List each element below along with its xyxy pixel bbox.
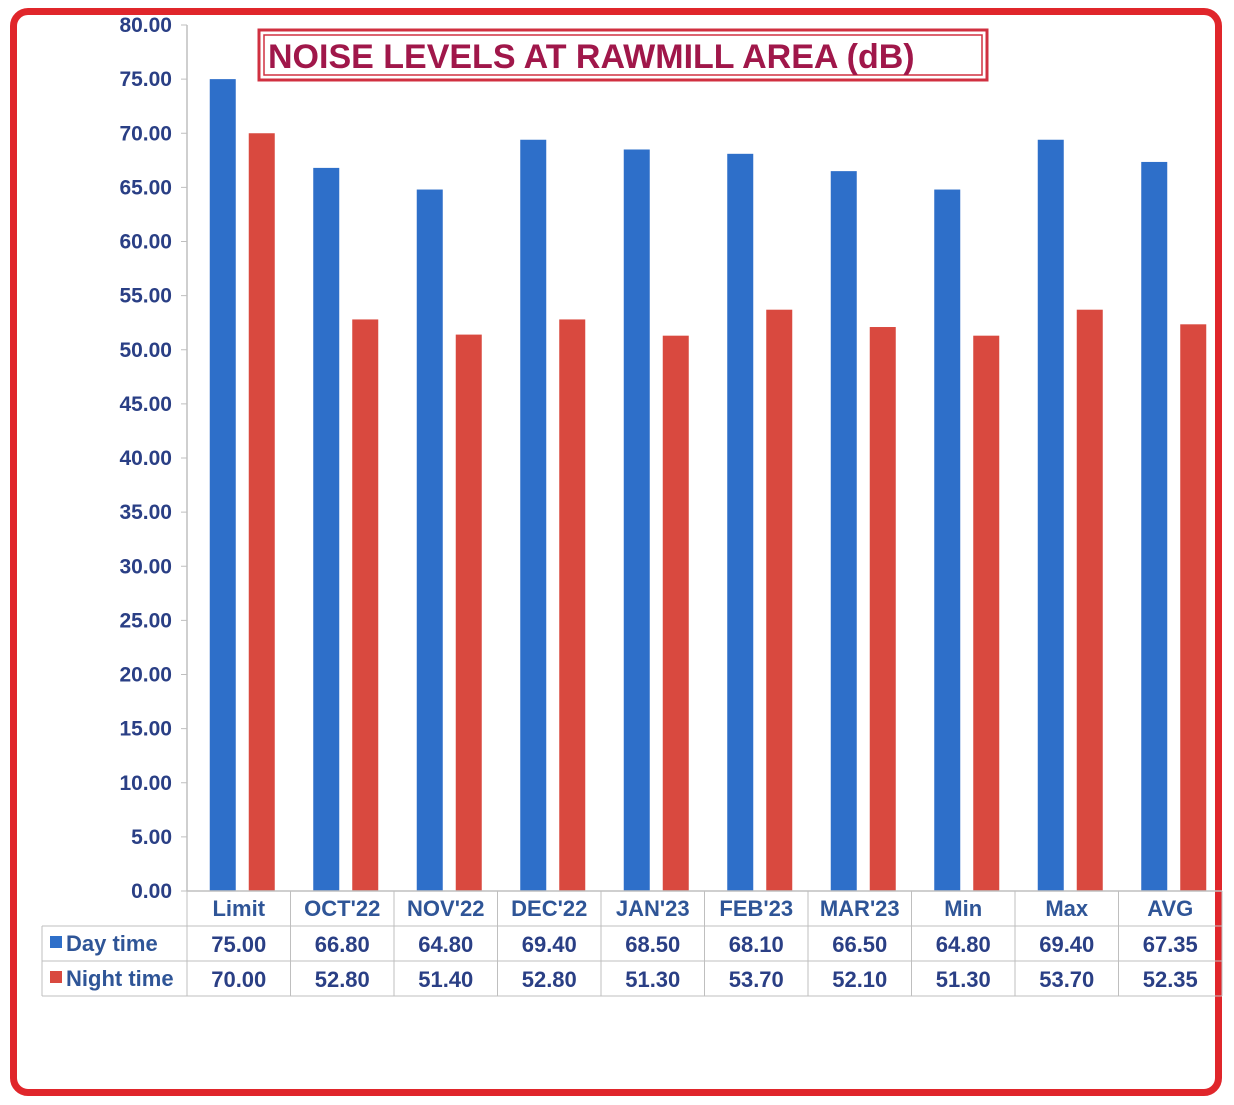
- data-label-day-time: 69.40: [522, 932, 577, 957]
- bar-day-time: [209, 79, 236, 891]
- bar-night-time: [455, 334, 482, 892]
- y-tick-label: 80.00: [119, 14, 172, 37]
- bar-day-time: [416, 189, 443, 892]
- y-tick-label: 55.00: [119, 285, 172, 308]
- y-tick-label: 45.00: [119, 393, 172, 416]
- bar-day-time: [1037, 139, 1064, 891]
- data-label-night-time: 51.30: [936, 967, 991, 992]
- y-tick-label: 35.00: [119, 501, 172, 524]
- y-tick-label: 70.00: [119, 122, 172, 145]
- legend-swatch-night-time: [50, 971, 62, 983]
- bar-night-time: [352, 319, 379, 891]
- chart-frame: [10, 8, 1222, 1096]
- data-label-night-time: 51.40: [418, 967, 473, 992]
- x-category-label: AVG: [1147, 896, 1193, 921]
- bar-day-time: [313, 167, 340, 891]
- y-tick-label: 25.00: [119, 609, 172, 632]
- bar-day-time: [623, 149, 650, 892]
- data-label-night-time: 70.00: [211, 967, 266, 992]
- data-label-day-time: 64.80: [936, 932, 991, 957]
- data-label-day-time: 66.50: [832, 932, 887, 957]
- y-tick-label: 75.00: [119, 68, 172, 91]
- title-box: [257, 28, 989, 82]
- data-label-night-time: 52.80: [522, 967, 577, 992]
- bar-night-time: [766, 309, 793, 891]
- data-label-night-time: 52.35: [1143, 967, 1198, 992]
- x-category-label: NOV'22: [407, 896, 484, 921]
- bar-day-time: [830, 171, 857, 891]
- bar-night-time: [248, 133, 275, 891]
- data-label-day-time: 66.80: [315, 932, 370, 957]
- bar-night-time: [973, 335, 1000, 891]
- bar-day-time: [520, 139, 547, 891]
- y-tick-label: 15.00: [119, 718, 172, 741]
- bar-night-time: [662, 335, 689, 891]
- data-label-night-time: 51.30: [625, 967, 680, 992]
- bar-night-time: [869, 327, 896, 892]
- y-tick-label: 60.00: [119, 231, 172, 254]
- y-tick-label: 10.00: [119, 772, 172, 795]
- y-tick-label: 40.00: [119, 447, 172, 470]
- x-category-label: MAR'23: [820, 896, 900, 921]
- x-category-label: Min: [944, 896, 982, 921]
- data-label-day-time: 64.80: [418, 932, 473, 957]
- bar-day-time: [934, 189, 961, 892]
- legend-label-night-time: Night time: [66, 966, 174, 991]
- y-tick-label: 65.00: [119, 176, 172, 199]
- x-category-label: DEC'22: [511, 896, 587, 921]
- x-category-label: JAN'23: [616, 896, 690, 921]
- data-label-night-time: 53.70: [729, 967, 784, 992]
- x-category-label: OCT'22: [304, 896, 380, 921]
- legend-swatch-day-time: [50, 936, 62, 948]
- data-label-night-time: 52.10: [832, 967, 887, 992]
- y-tick-label: 20.00: [119, 664, 172, 687]
- y-tick-label: 50.00: [119, 339, 172, 362]
- y-tick-label: 5.00: [131, 826, 172, 849]
- data-label-day-time: 75.00: [211, 932, 266, 957]
- bar-night-time: [1180, 324, 1207, 891]
- data-label-day-time: 68.10: [729, 932, 784, 957]
- legend-label-day-time: Day time: [66, 931, 158, 956]
- bar-night-time: [559, 319, 586, 891]
- data-label-day-time: 69.40: [1039, 932, 1094, 957]
- data-label-night-time: 53.70: [1039, 967, 1094, 992]
- data-label-day-time: 67.35: [1143, 932, 1198, 957]
- title-box-inner: [263, 34, 983, 76]
- x-category-label: FEB'23: [719, 896, 793, 921]
- y-tick-label: 0.00: [131, 880, 172, 903]
- y-tick-label: 30.00: [119, 555, 172, 578]
- bar-day-time: [727, 153, 754, 891]
- chart-title: NOISE LEVELS AT RAWMILL AREA (dB): [268, 38, 915, 76]
- data-label-day-time: 68.50: [625, 932, 680, 957]
- bar-day-time: [1141, 161, 1168, 891]
- data-label-night-time: 52.80: [315, 967, 370, 992]
- x-category-label: Max: [1045, 896, 1089, 921]
- x-category-label: Limit: [212, 896, 265, 921]
- bar-night-time: [1076, 309, 1103, 891]
